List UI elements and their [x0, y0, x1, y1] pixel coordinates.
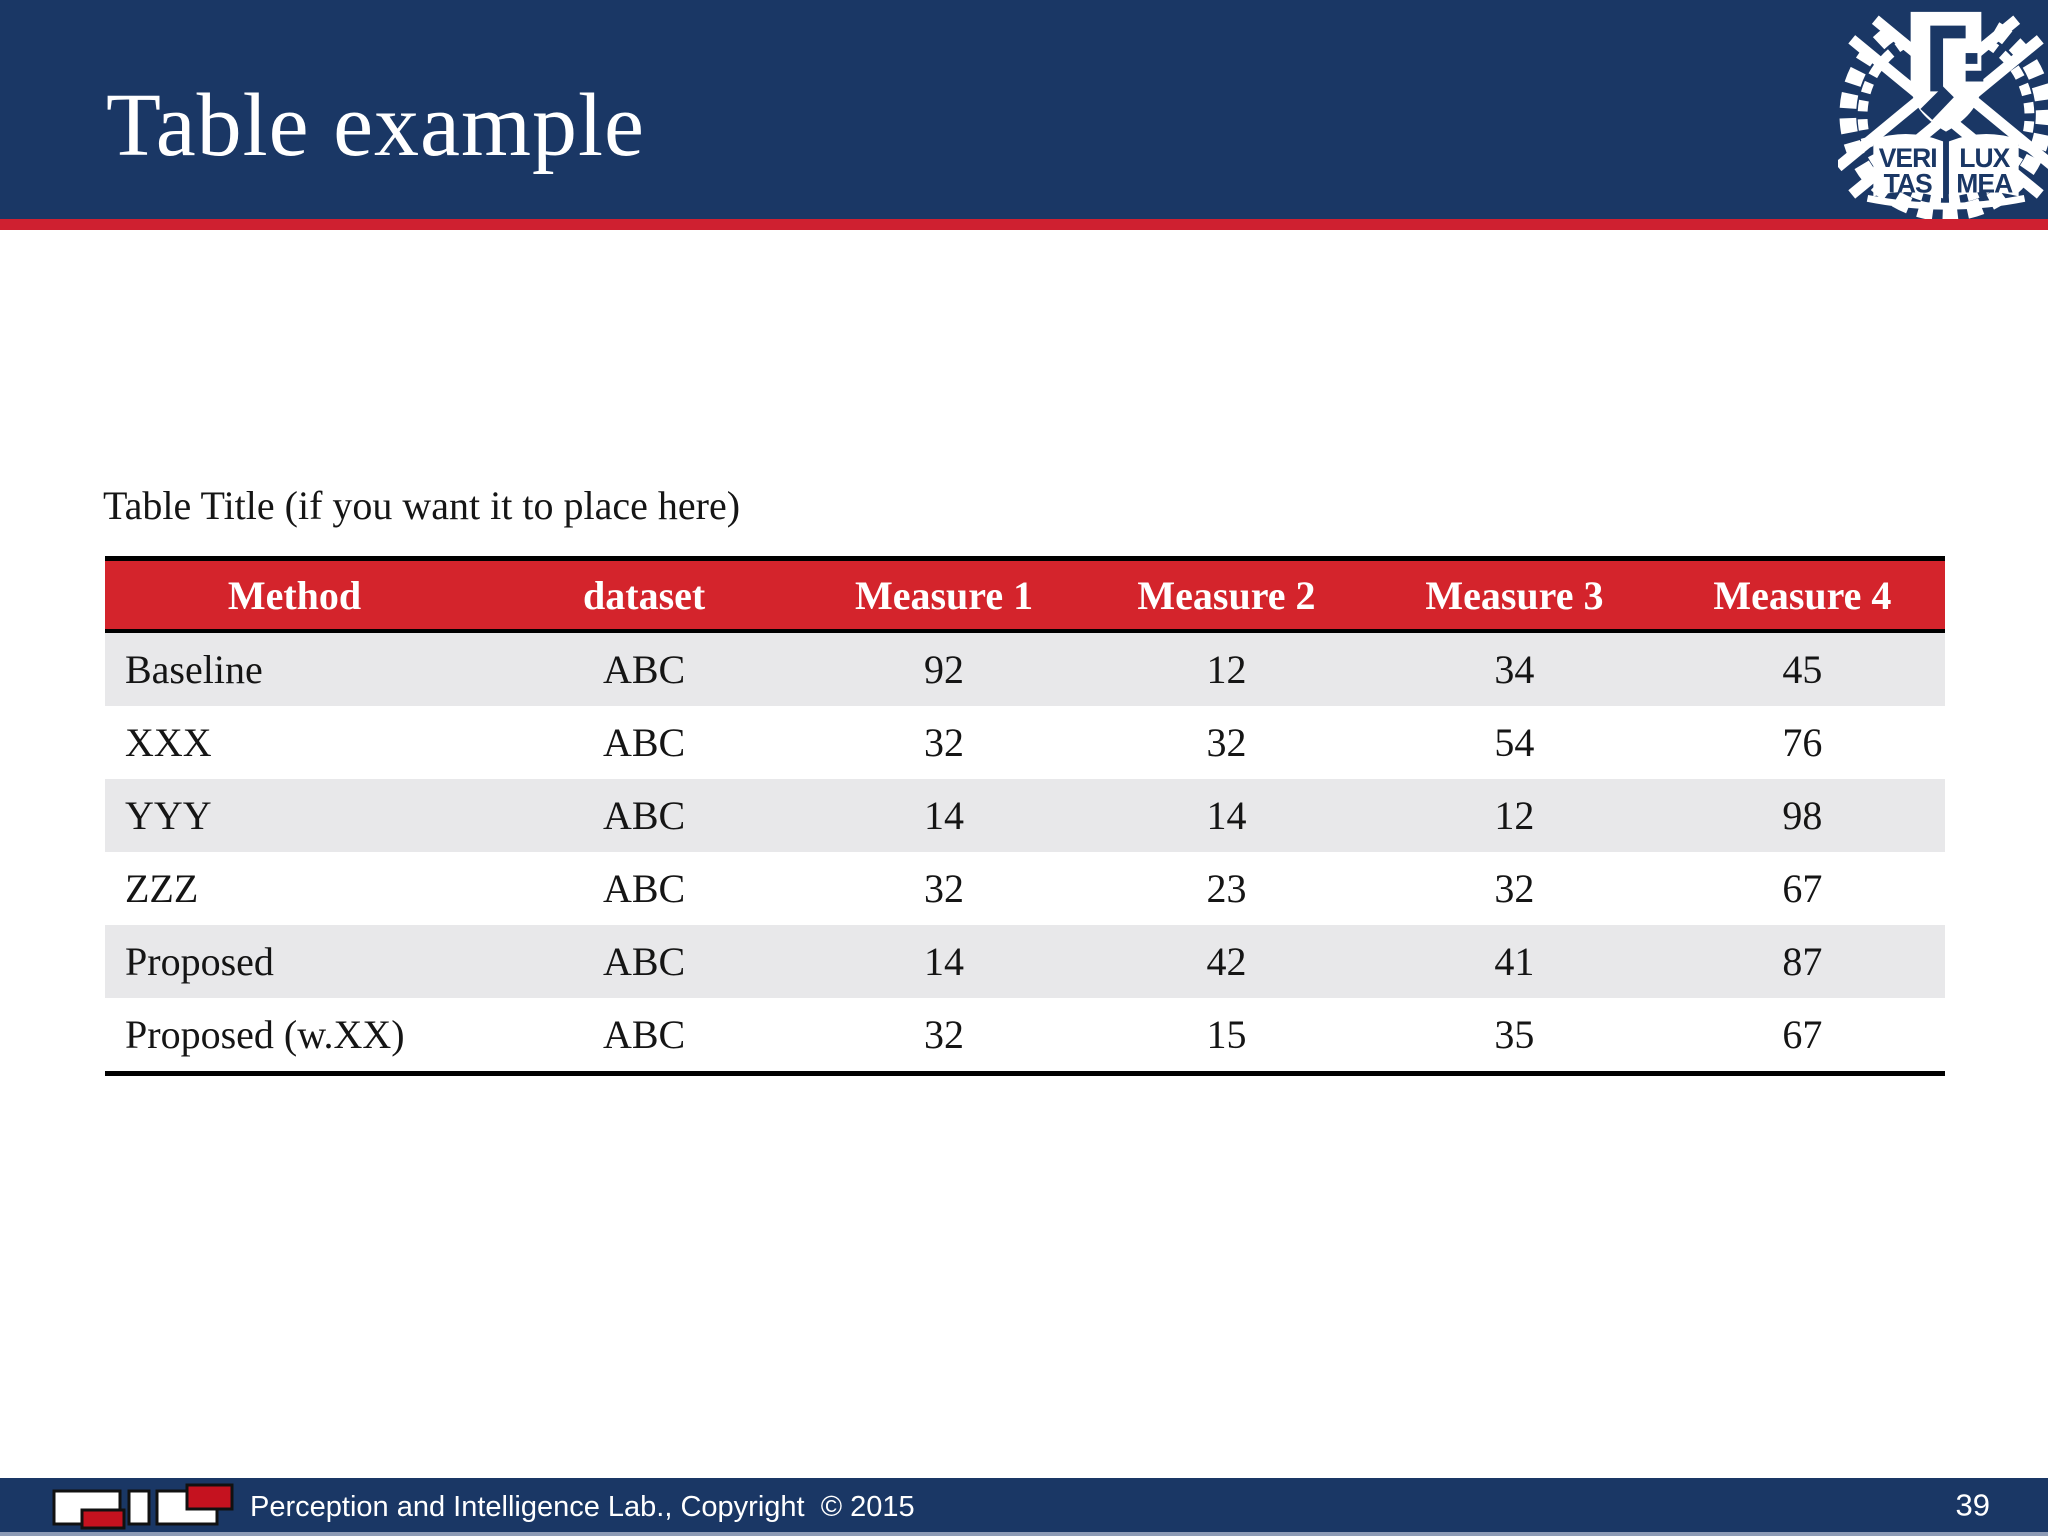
- table-row: Proposed ABC 14 42 41 87: [105, 925, 1945, 998]
- cell-dataset: ABC: [602, 866, 686, 911]
- cell-dataset: ABC: [602, 1012, 686, 1057]
- col-header-dataset: dataset: [484, 558, 805, 633]
- cell-measure1: 32: [924, 866, 965, 911]
- cell-measure1: 92: [924, 647, 965, 692]
- cell-measure2: 32: [1206, 720, 1247, 765]
- cell-measure2: 12: [1206, 647, 1247, 692]
- cell-measure4: 76: [1782, 720, 1823, 765]
- table-row: Baseline ABC 92 12 34 45: [105, 631, 1945, 706]
- cell-measure3: 12: [1494, 793, 1535, 838]
- cell-measure2: 14: [1206, 793, 1247, 838]
- slide-title: Table example: [106, 76, 645, 175]
- page-number: 39: [1955, 1487, 1990, 1523]
- table-row: YYY ABC 14 14 12 98: [105, 779, 1945, 852]
- cell-measure4: 67: [1782, 1012, 1823, 1057]
- table-row: ZZZ ABC 32 23 32 67: [105, 852, 1945, 925]
- table-row: XXX ABC 32 32 54 76: [105, 706, 1945, 779]
- cell-dataset: ABC: [602, 793, 686, 838]
- cell-measure3: 41: [1494, 939, 1535, 984]
- university-seal-icon: VERI TAS LUX MEA: [1834, 0, 2048, 219]
- cell-method: ZZZ: [125, 866, 199, 911]
- cell-measure3: 32: [1494, 866, 1535, 911]
- cell-measure1: 32: [924, 720, 965, 765]
- col-header-measure3: Measure 3: [1369, 558, 1660, 633]
- cell-measure4: 98: [1782, 793, 1823, 838]
- cell-measure3: 34: [1494, 647, 1535, 692]
- pil-logo-icon: [52, 1483, 234, 1531]
- cell-method: XXX: [125, 720, 212, 765]
- seal-motto-tas: TAS: [1884, 168, 1932, 198]
- seal-motto-mea: MEA: [1956, 168, 2013, 198]
- cell-measure4: 67: [1782, 866, 1823, 911]
- data-table: Method dataset Measure 1 Measure 2 Measu…: [105, 556, 1945, 1076]
- col-header-measure4: Measure 4: [1659, 558, 1945, 633]
- footer-band: Perception and Intelligence Lab., Copyri…: [0, 1478, 2048, 1536]
- title-band: Table example: [0, 0, 2048, 230]
- cell-measure1: 14: [924, 939, 965, 984]
- table-title: Table Title (if you want it to place her…: [103, 483, 741, 528]
- cell-method: YYY: [125, 793, 212, 838]
- cell-measure4: 45: [1782, 647, 1823, 692]
- footer-copyright: Perception and Intelligence Lab., Copyri…: [250, 1490, 915, 1523]
- cell-measure3: 54: [1494, 720, 1535, 765]
- table-header-row: Method dataset Measure 1 Measure 2 Measu…: [105, 558, 1945, 633]
- seal-motto-veri: VERI: [1879, 143, 1937, 173]
- cell-measure1: 32: [924, 1012, 965, 1057]
- cell-dataset: ABC: [602, 939, 686, 984]
- cell-method: Proposed: [125, 939, 274, 984]
- col-header-measure2: Measure 2: [1083, 558, 1370, 633]
- cell-measure2: 15: [1206, 1012, 1247, 1057]
- col-header-method: Method: [105, 558, 485, 633]
- table-row: Proposed (w.XX) ABC 32 15 35 67: [105, 998, 1945, 1074]
- bottom-edge-line: [0, 1532, 2048, 1536]
- cell-method: Proposed (w.XX): [125, 1012, 405, 1057]
- cell-measure4: 87: [1782, 939, 1823, 984]
- cell-dataset: ABC: [602, 647, 686, 692]
- col-header-measure1: Measure 1: [804, 558, 1084, 633]
- seal-motto-lux: LUX: [1959, 143, 2010, 173]
- cell-method: Baseline: [125, 647, 263, 692]
- cell-measure3: 35: [1494, 1012, 1535, 1057]
- cell-dataset: ABC: [602, 720, 686, 765]
- cell-measure2: 42: [1206, 939, 1247, 984]
- cell-measure1: 14: [924, 793, 965, 838]
- cell-measure2: 23: [1206, 866, 1247, 911]
